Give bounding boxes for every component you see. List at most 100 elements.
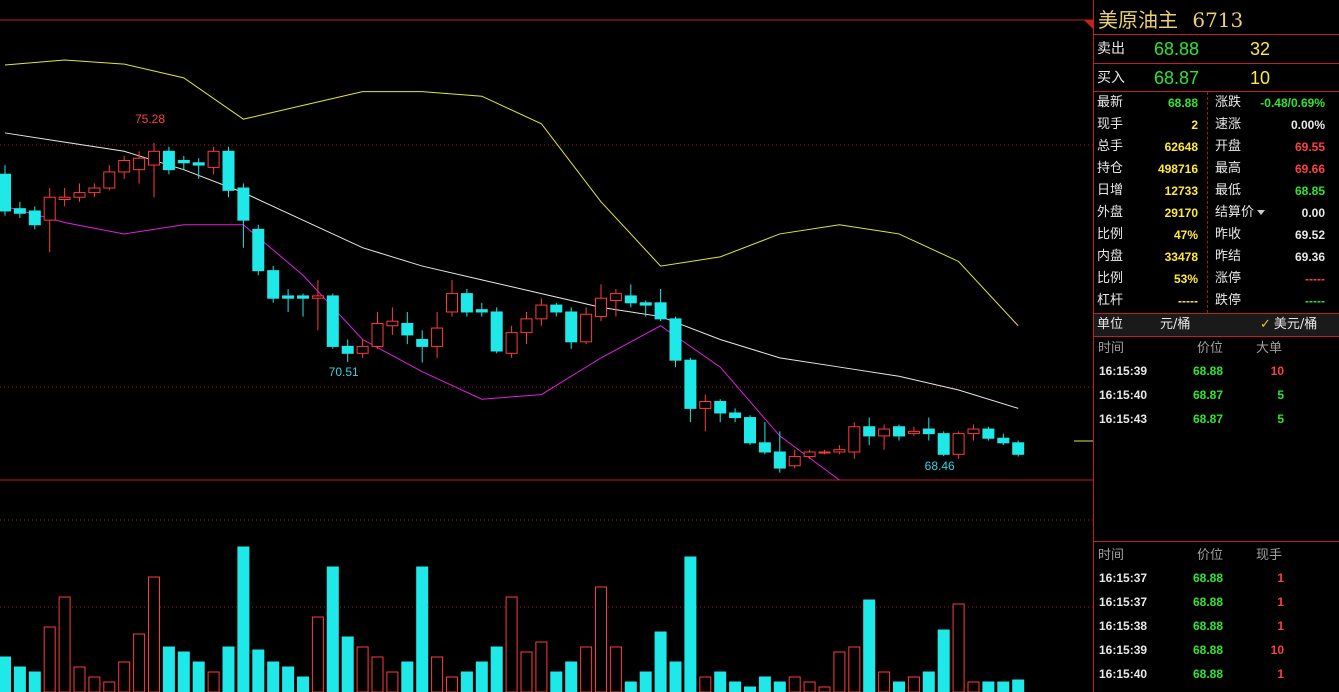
candle-body [520, 318, 533, 334]
stat-value: 47% [1173, 228, 1198, 242]
stat-label: 日增 [1097, 183, 1124, 198]
trade-price: 68.88 [1193, 595, 1224, 609]
trade-volume: 5 [1277, 388, 1284, 402]
quote-panel: 美原油主 6713 卖出 68.88 32 买入 68.87 10 最新 68.88 涨跌 -0.… [1093, 0, 1339, 692]
stat-value: 53% [1173, 272, 1198, 286]
stat-value: 498716 [1157, 162, 1198, 176]
trade-time: 16:15:43 [1099, 412, 1148, 426]
instrument-code: 6713 [1192, 8, 1244, 32]
divider [1094, 34, 1339, 35]
candle-body [207, 150, 220, 168]
corner-marker [1084, 20, 1093, 29]
trade-price: 68.88 [1193, 619, 1224, 633]
candle-body [237, 187, 250, 221]
volume-bar [550, 671, 563, 692]
volume-bar [282, 666, 295, 692]
candle-body [878, 428, 891, 437]
unit-option[interactable]: ✓ 美元/桶 [1260, 315, 1317, 335]
volume-bar [237, 546, 250, 692]
candle-body [192, 162, 205, 166]
candle-body [550, 304, 563, 313]
volume-bar [460, 671, 473, 692]
trade-price: 68.87 [1193, 412, 1224, 426]
stat-label: 最高 [1215, 161, 1242, 176]
book-volume: 32 [1250, 39, 1271, 59]
volume-bar [311, 616, 324, 692]
volume-bar [475, 661, 488, 692]
volume-bar [401, 661, 414, 692]
candle-body [833, 449, 846, 453]
volume-bar [446, 676, 458, 692]
volume-bar [88, 676, 101, 692]
stat-label: 比例 [1097, 271, 1124, 286]
instrument-name: 美原油主 [1098, 8, 1178, 32]
volume-bar [252, 649, 265, 692]
candle-body [788, 456, 801, 467]
trade-price: 68.88 [1193, 364, 1224, 378]
stat-label: 开盘 [1215, 139, 1242, 154]
kline-chart: 75.28 70.51 68.46 [0, 19, 1093, 692]
candle-body [639, 302, 652, 306]
stat-value: 68.88 [1167, 96, 1198, 110]
candle-body [684, 359, 697, 409]
volume-bar [684, 556, 697, 692]
stat-value: ----- [1305, 294, 1325, 308]
volume-bar [520, 651, 533, 692]
candle-body [28, 210, 41, 226]
candle-body [148, 150, 160, 166]
trade-volume: 1 [1277, 619, 1284, 633]
candle-body [490, 311, 503, 352]
candle-body [505, 332, 518, 354]
divider [1094, 91, 1339, 92]
candle-body [386, 320, 399, 327]
plot-area: 75.28 70.51 68.46 [0, 59, 1025, 692]
volume-bar [609, 646, 622, 692]
band-line [4, 205, 840, 481]
candle-body [580, 313, 593, 343]
candle-body [624, 295, 637, 304]
candle-body [58, 196, 71, 201]
volume-bar [490, 646, 503, 692]
volume-bar [356, 646, 369, 692]
stat-label: 速涨 [1215, 117, 1242, 132]
volume-bar [654, 631, 667, 692]
stat-value: 69.36 [1294, 250, 1325, 264]
volume-bar [893, 681, 905, 692]
candle-body [937, 433, 950, 455]
stat-label: 内盘 [1097, 249, 1124, 264]
trade-volume: 10 [1270, 643, 1284, 657]
stat-value: 0.00% [1290, 118, 1325, 132]
candle-body [714, 400, 727, 414]
trade-time: 16:15:39 [1099, 364, 1148, 378]
candle-body [267, 270, 280, 299]
volume-bar [103, 681, 116, 692]
stat-value: 69.52 [1294, 228, 1325, 242]
book-price: 68.87 [1154, 68, 1200, 88]
stat-value: 0.00 [1301, 206, 1325, 220]
band-line [4, 59, 1019, 327]
stat-label: 持仓 [1097, 161, 1124, 176]
stat-label: 现手 [1097, 117, 1124, 132]
stat-value: -0.48/0.69% [1260, 96, 1325, 110]
stat-label: 比例 [1097, 227, 1124, 242]
volume-bar [982, 681, 995, 692]
table-header: 大单 [1256, 341, 1283, 356]
candle-body [43, 196, 56, 221]
divider [1207, 92, 1208, 313]
volume-bar [1012, 679, 1025, 692]
volume-bar [803, 681, 816, 692]
candle-body [401, 322, 414, 336]
table-header: 价位 [1197, 341, 1224, 356]
stat-label: 总手 [1097, 139, 1124, 154]
candle-body [431, 327, 444, 347]
candle-body [222, 150, 235, 191]
candle-body [699, 400, 712, 409]
candle-body [893, 426, 905, 437]
stat-label: 最新 [1097, 95, 1124, 110]
trade-volume: 1 [1277, 595, 1284, 609]
instrument-title: 美原油主 6713 [1098, 4, 1243, 33]
volume-bar [565, 661, 578, 692]
candle-body [73, 192, 86, 198]
volume-bar [878, 671, 891, 692]
price-annotation: 68.46 [925, 459, 955, 473]
